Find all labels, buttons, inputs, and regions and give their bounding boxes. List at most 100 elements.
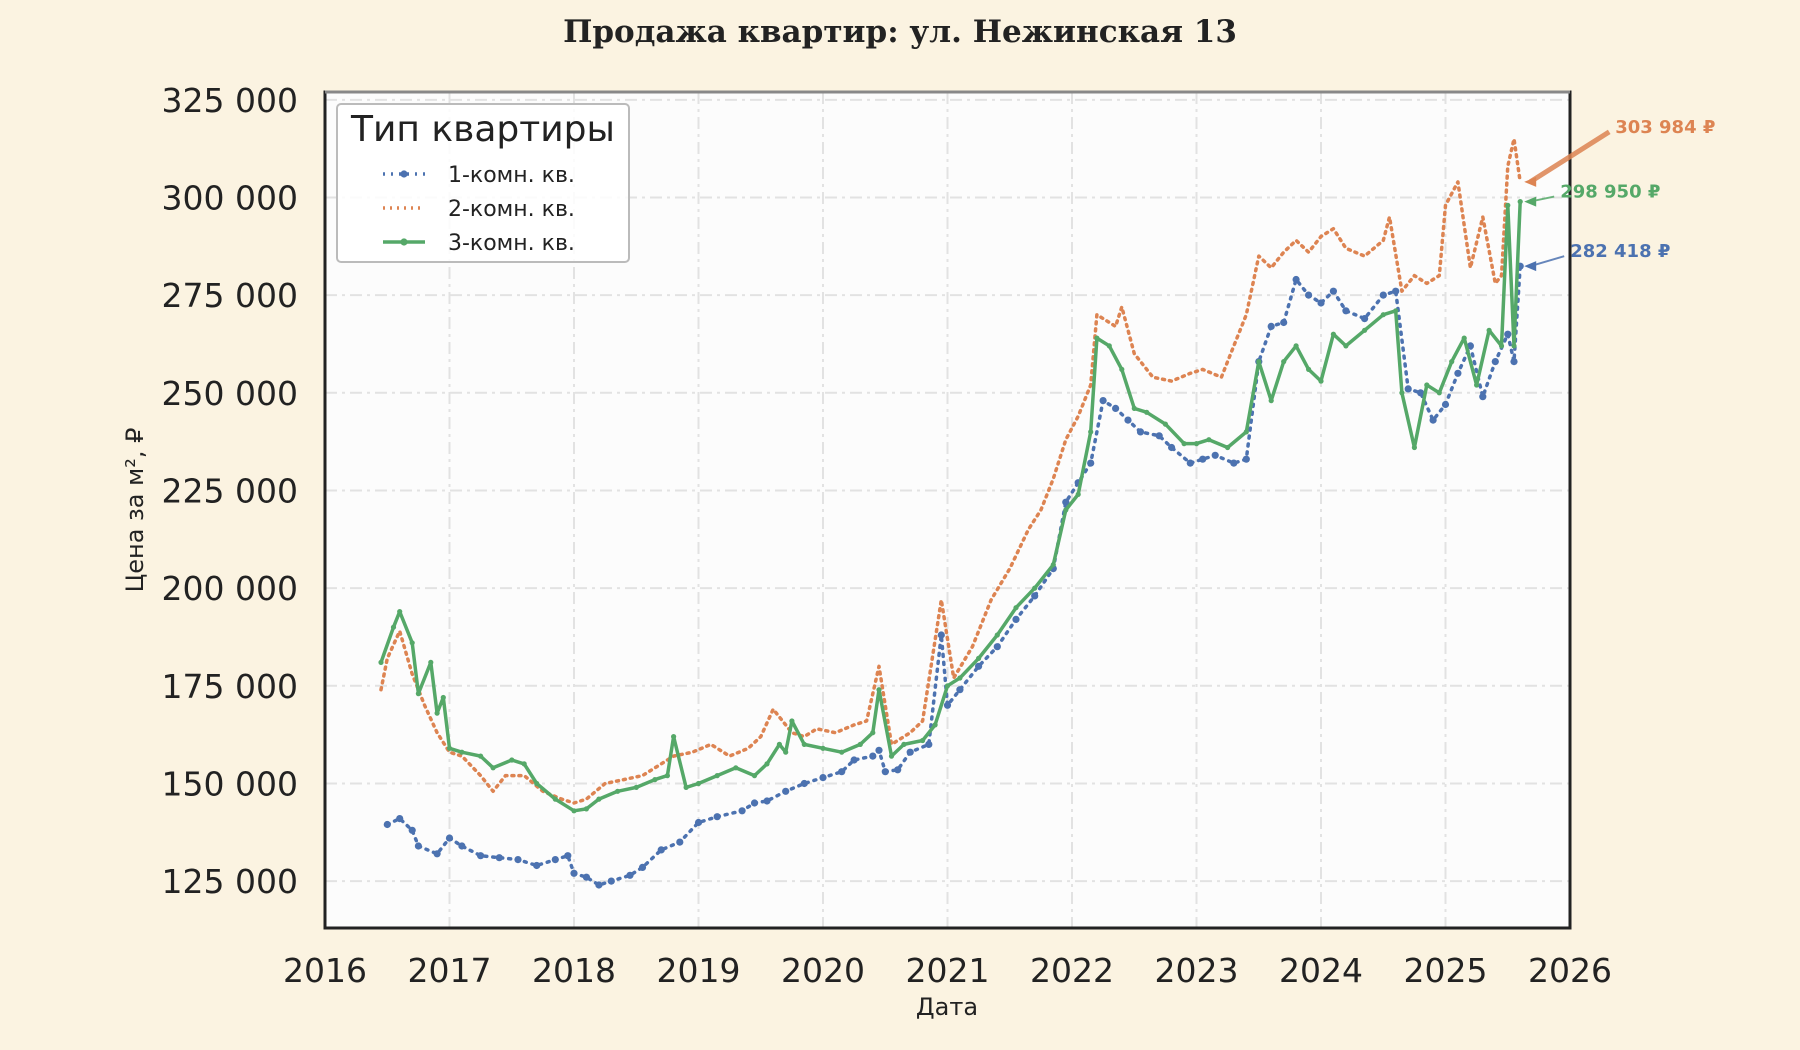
data-point <box>1012 615 1020 624</box>
y-tick-label: 275 000 <box>162 276 298 315</box>
data-point <box>664 773 671 779</box>
data-point <box>1392 287 1400 295</box>
annotations: 303 984 ₽ 298 950 ₽ 282 418 ₽ <box>1524 117 1715 272</box>
series-3 <box>378 199 1523 814</box>
data-point <box>838 768 846 776</box>
data-point <box>1094 335 1100 341</box>
data-point <box>1343 343 1349 349</box>
data-point <box>428 659 434 666</box>
data-point <box>1491 358 1499 366</box>
data-point <box>957 675 963 681</box>
data-point <box>683 784 689 791</box>
data-point <box>1112 404 1120 412</box>
data-point <box>1511 343 1517 349</box>
data-point <box>789 718 795 724</box>
x-tick-label: 2018 <box>532 951 616 990</box>
x-axis-ticks: 2016 2017 2018 2019 2020 2021 2022 2023 2024 2025… <box>283 951 1612 990</box>
y-axis-ticks: 125 000 150 000 175 000 200 000 225 000 250 0… <box>162 81 298 901</box>
data-point <box>975 662 983 670</box>
data-point <box>944 683 951 689</box>
data-point <box>857 741 863 748</box>
data-point <box>1032 585 1038 591</box>
data-point <box>1404 385 1412 393</box>
data-point <box>956 686 964 694</box>
data-point <box>415 691 421 697</box>
data-point <box>490 765 496 771</box>
x-tick-label: 2021 <box>906 951 990 990</box>
data-point <box>414 842 422 850</box>
data-point <box>397 609 403 615</box>
data-point <box>477 852 485 860</box>
data-point <box>1225 444 1231 451</box>
data-point <box>901 741 907 748</box>
data-point <box>509 757 515 763</box>
x-axis-label: Дата <box>916 993 978 1021</box>
data-point <box>925 740 933 749</box>
y-tick-label: 150 000 <box>162 764 298 803</box>
series-layer <box>378 137 1524 889</box>
data-point <box>1441 400 1450 409</box>
data-point <box>440 694 446 701</box>
data-point <box>533 861 541 870</box>
data-point <box>1243 429 1249 435</box>
data-point <box>1131 405 1137 411</box>
x-tick-label: 2016 <box>283 951 367 990</box>
data-point <box>615 788 621 794</box>
data-point <box>1429 416 1437 424</box>
y-tick-label: 325 000 <box>162 81 298 120</box>
x-tick-label: 2017 <box>408 951 492 990</box>
data-point <box>1013 605 1019 611</box>
data-point <box>1206 437 1212 443</box>
data-point <box>582 873 591 881</box>
data-point <box>1186 459 1194 467</box>
data-point <box>408 826 416 834</box>
data-point <box>894 766 902 774</box>
data-point <box>1256 359 1262 365</box>
data-point <box>870 730 876 736</box>
data-point <box>694 818 703 827</box>
data-point <box>551 856 559 864</box>
data-point <box>1268 398 1274 404</box>
data-point <box>920 737 926 744</box>
x-tick-label: 2025 <box>1404 951 1488 990</box>
x-tick-label: 2026 <box>1528 951 1612 990</box>
data-point <box>1155 432 1163 440</box>
data-point <box>478 753 484 759</box>
data-point <box>1136 428 1145 436</box>
data-point <box>596 796 602 802</box>
data-point <box>869 752 877 760</box>
annotation-arrowhead <box>1524 196 1537 207</box>
y-tick-label: 225 000 <box>162 471 298 510</box>
data-point <box>1168 443 1176 452</box>
annotation-arrowhead <box>1524 261 1537 272</box>
data-point <box>638 863 647 872</box>
data-point <box>932 722 938 728</box>
data-point <box>839 749 845 755</box>
data-point <box>1292 275 1300 284</box>
data-point <box>1281 359 1287 365</box>
data-point <box>714 773 720 779</box>
data-point <box>1330 331 1336 337</box>
x-tick-label: 2019 <box>657 951 741 990</box>
data-point <box>937 631 945 639</box>
data-point <box>564 852 572 860</box>
data-point <box>607 877 615 885</box>
legend-label: 3-комн. кв. <box>448 231 575 256</box>
data-point <box>396 815 404 823</box>
data-point <box>713 813 721 821</box>
data-point <box>583 806 590 812</box>
data-point <box>1517 199 1523 205</box>
legend-item: 1-комн. кв. <box>383 163 575 188</box>
legend-box <box>336 103 630 263</box>
data-point <box>446 745 453 751</box>
data-point <box>819 774 827 782</box>
data-point <box>1062 498 1070 506</box>
data-point <box>875 746 883 754</box>
data-point <box>1162 421 1168 427</box>
data-point <box>1317 299 1325 307</box>
data-point <box>1230 459 1238 467</box>
data-point <box>1267 322 1275 330</box>
legend-label: 2-комн. кв. <box>448 197 575 222</box>
data-point <box>994 632 1000 638</box>
